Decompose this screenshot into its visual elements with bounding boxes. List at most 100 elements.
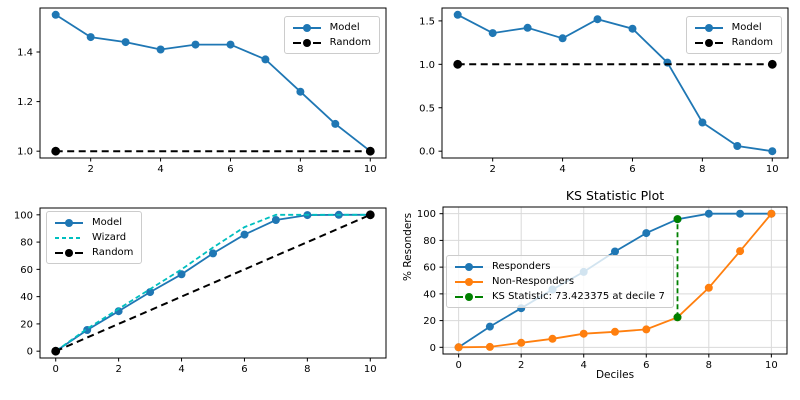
x-tick-label: 4 — [157, 164, 163, 175]
data-point-marker — [767, 209, 776, 218]
legend-line-sample — [292, 23, 321, 32]
x-tick-label: 2 — [489, 164, 495, 175]
x-tick-label: 6 — [643, 360, 649, 371]
legend-label: Responders — [492, 261, 551, 272]
axes-frame — [442, 206, 788, 355]
y-tick-label: 80 — [423, 236, 436, 247]
y-tick-label: 1.4 — [17, 48, 33, 59]
x-tick-label: 2 — [518, 360, 524, 371]
data-point-marker — [642, 325, 651, 334]
x-tick-label: 10 — [364, 164, 377, 175]
cumulative-gain-plot: 0 2 4 6 8 10 0 20 40 60 80 100 Model Wizard Random — [0, 185, 400, 400]
legend-line-sample — [455, 277, 483, 286]
data-point-marker — [733, 142, 742, 150]
data-point-marker — [704, 283, 713, 292]
ks-statistic-legend: Responders Non-Responders KS Statistic: 73… — [446, 255, 674, 308]
data-point-marker — [548, 334, 557, 343]
legend-item: Responders — [453, 259, 665, 274]
y-tick-label: 1.2 — [17, 97, 33, 108]
legend-item: Model — [291, 20, 371, 35]
legend-item: Random — [291, 35, 371, 50]
data-point-marker — [523, 23, 532, 32]
data-point-marker — [365, 210, 375, 220]
data-point-marker — [593, 15, 602, 24]
data-point-marker — [240, 230, 249, 239]
legend-label: Model — [329, 22, 360, 33]
legend-label: Random — [329, 37, 371, 48]
data-point-marker — [453, 59, 463, 69]
legend-item: Wizard — [53, 230, 133, 245]
x-tick-label: 6 — [241, 364, 247, 375]
data-point-marker — [51, 10, 60, 19]
data-point-marker — [191, 40, 200, 49]
decile-lift-legend: Model Random — [685, 16, 782, 54]
legend-item: Model — [53, 215, 133, 230]
x-tick-label: 6 — [227, 164, 233, 175]
y-tick-label: 0 — [430, 343, 436, 354]
x-tick-label: 10 — [765, 360, 778, 371]
x-tick-label: 10 — [364, 364, 377, 375]
legend-label: Wizard — [92, 232, 127, 243]
axes-frame — [441, 7, 789, 159]
data-point-marker — [517, 338, 526, 347]
data-point-marker — [86, 33, 95, 42]
legend-label: Model — [92, 217, 123, 228]
x-tick-label: 4 — [559, 164, 565, 175]
data-point-marker — [736, 209, 745, 218]
data-point-marker — [296, 87, 305, 96]
cumulative-lift-plot: 2 4 6 8 10 1.0 1.2 1.4 Model Random — [0, 0, 400, 185]
legend-line-sample — [694, 38, 723, 47]
legend-item: Model — [693, 20, 773, 35]
legend-line-sample — [55, 236, 83, 239]
series-model — [453, 10, 777, 156]
axis-ticks: 2 4 6 8 10 1.0 1.2 1.4 — [17, 48, 377, 175]
legend-line-sample — [292, 38, 321, 47]
legend-line-sample — [455, 292, 483, 301]
legend-label: Random — [92, 247, 134, 258]
y-tick-label: 0.0 — [419, 147, 435, 158]
data-point-marker — [156, 45, 165, 54]
data-point-marker — [51, 146, 61, 156]
data-point-marker — [768, 147, 777, 156]
data-point-marker — [146, 288, 155, 297]
y-tick-label: 60 — [423, 263, 436, 274]
legend-line-sample — [455, 262, 483, 271]
data-point-marker — [767, 59, 777, 69]
data-point-marker — [628, 24, 637, 33]
cumulative-gain-legend: Model Wizard Random — [46, 211, 143, 264]
x-tick-label: 2 — [115, 364, 121, 375]
y-tick-label: 20 — [20, 319, 33, 330]
y-tick-label: 60 — [20, 265, 33, 276]
data-point-marker — [488, 29, 497, 38]
data-point-marker — [121, 38, 130, 47]
legend-item: Random — [53, 245, 133, 260]
y-tick-label: 20 — [423, 316, 436, 327]
series-random — [51, 210, 375, 356]
data-point-marker — [177, 270, 186, 279]
legend-label: Model — [731, 22, 762, 33]
data-point-marker — [698, 118, 707, 127]
legend-item: Random — [693, 35, 773, 50]
series-random — [453, 59, 777, 69]
data-point-marker — [271, 216, 280, 224]
data-point-marker — [261, 55, 270, 64]
ks-statistic-plot: 0 2 4 6 8 10 0 20 40 60 80 100 KS Statistic Plot De… — [400, 185, 800, 400]
y-tick-label: 100 — [417, 209, 436, 220]
x-tick-label: 6 — [629, 164, 635, 175]
axis-ticks: 2 4 6 8 10 0.0 0.5 1.0 1.5 — [419, 16, 779, 175]
data-point-marker — [704, 209, 713, 218]
data-point-marker — [485, 322, 494, 331]
x-tick-label: 4 — [178, 364, 184, 375]
legend-label: KS Statistic: 73.423375 at decile 7 — [492, 291, 665, 302]
data-point-marker — [209, 249, 217, 258]
data-point-marker — [485, 342, 494, 351]
data-point-marker — [579, 329, 588, 338]
legend-label: Random — [731, 37, 773, 48]
y-tick-label: 0 — [27, 347, 33, 358]
data-point-marker — [736, 247, 745, 256]
y-tick-label: 1.0 — [17, 147, 33, 158]
y-tick-label: 0.5 — [419, 103, 435, 114]
